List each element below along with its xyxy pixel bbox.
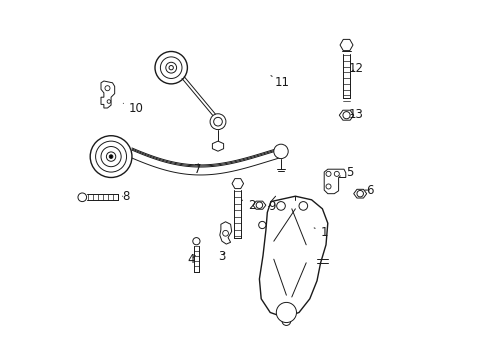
Polygon shape: [259, 196, 328, 318]
Circle shape: [155, 51, 187, 84]
Text: 2: 2: [242, 199, 255, 212]
Polygon shape: [212, 141, 223, 151]
Circle shape: [326, 184, 331, 189]
Circle shape: [105, 86, 110, 91]
Circle shape: [273, 267, 300, 294]
Circle shape: [78, 193, 87, 202]
Circle shape: [276, 302, 296, 323]
Circle shape: [277, 202, 285, 210]
Text: 5: 5: [339, 166, 353, 179]
Circle shape: [259, 221, 266, 229]
Circle shape: [166, 62, 176, 73]
Circle shape: [214, 117, 222, 126]
Polygon shape: [253, 201, 266, 209]
Circle shape: [193, 238, 200, 245]
Circle shape: [270, 208, 314, 253]
Polygon shape: [101, 81, 115, 108]
Circle shape: [299, 202, 308, 210]
Circle shape: [107, 100, 111, 103]
Circle shape: [90, 136, 132, 177]
Circle shape: [357, 190, 364, 197]
Text: 9: 9: [268, 201, 275, 213]
Text: 6: 6: [365, 184, 374, 197]
Circle shape: [267, 261, 306, 301]
Circle shape: [282, 317, 291, 325]
Circle shape: [106, 152, 116, 161]
Polygon shape: [324, 169, 346, 194]
Text: 11: 11: [271, 76, 290, 89]
Circle shape: [334, 171, 339, 176]
Text: 3: 3: [218, 250, 226, 263]
Circle shape: [210, 114, 226, 130]
Circle shape: [274, 144, 288, 159]
Text: 10: 10: [123, 102, 144, 114]
Circle shape: [222, 230, 228, 236]
Polygon shape: [354, 189, 367, 198]
Polygon shape: [232, 179, 244, 189]
Circle shape: [109, 155, 113, 158]
Circle shape: [326, 171, 331, 176]
Circle shape: [343, 112, 350, 119]
Polygon shape: [340, 39, 353, 51]
Polygon shape: [220, 222, 232, 244]
Text: 4: 4: [187, 253, 196, 266]
Circle shape: [160, 57, 182, 78]
Text: 8: 8: [122, 190, 129, 203]
Polygon shape: [339, 110, 354, 120]
Text: 13: 13: [348, 108, 363, 121]
Circle shape: [275, 214, 308, 247]
Text: 1: 1: [314, 226, 328, 239]
Circle shape: [101, 147, 121, 167]
Circle shape: [169, 66, 173, 70]
Circle shape: [96, 141, 126, 172]
Text: 7: 7: [195, 163, 202, 176]
Circle shape: [256, 202, 263, 208]
Text: 12: 12: [348, 62, 364, 75]
